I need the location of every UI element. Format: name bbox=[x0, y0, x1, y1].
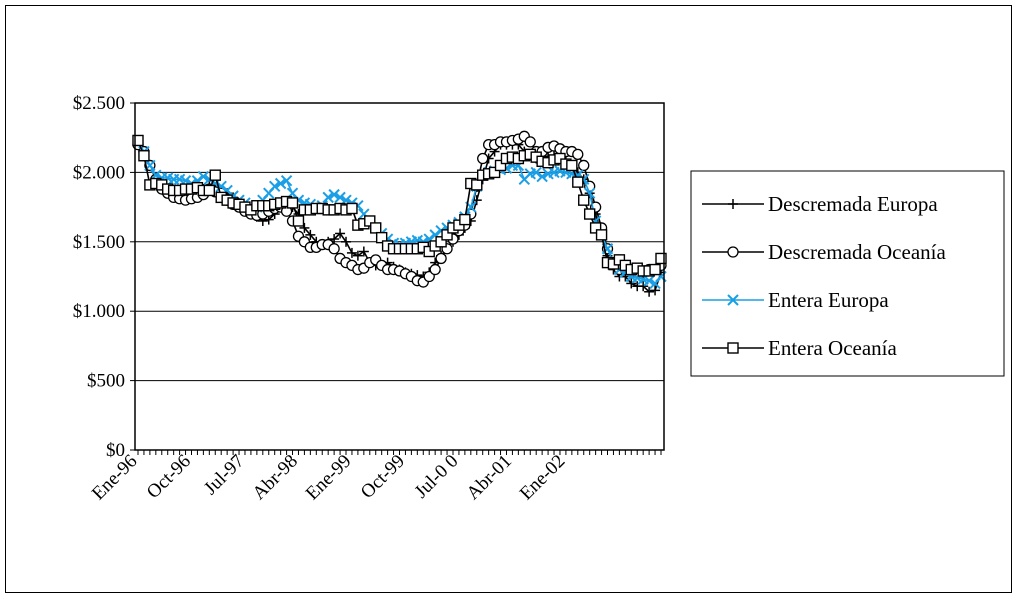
legend-label-descremada-europa: Descremada Europa bbox=[768, 192, 938, 216]
y-tick-label: $1.000 bbox=[73, 301, 125, 322]
series-line bbox=[137, 135, 662, 283]
x-marker bbox=[280, 175, 293, 187]
y-tick-label: $2.500 bbox=[73, 93, 125, 114]
legend-label-entera-europa: Entera Europa bbox=[768, 288, 889, 312]
square-marker bbox=[346, 202, 358, 215]
x-marker bbox=[268, 180, 281, 192]
plus-marker bbox=[346, 247, 357, 258]
plus-marker bbox=[329, 234, 340, 245]
square-marker bbox=[292, 215, 305, 227]
square-marker bbox=[578, 194, 590, 206]
y-tick-label: $2.000 bbox=[73, 162, 125, 183]
x-axis: Ene-96 Oct-96 Jul-97 Abr-98 Ene-99 Oct-99 Jul-… bbox=[88, 450, 662, 505]
x-marker bbox=[274, 177, 287, 190]
x-tick-label: Oct-96 bbox=[143, 451, 195, 503]
x-marker bbox=[643, 274, 655, 287]
plus-marker bbox=[352, 250, 363, 261]
plus-marker bbox=[650, 285, 661, 296]
square-marker bbox=[364, 215, 376, 227]
x-tick-label: Jul-0 0 bbox=[411, 451, 463, 503]
square-marker bbox=[441, 229, 453, 241]
y-tick-label: $500 bbox=[87, 371, 125, 392]
square-marker bbox=[132, 134, 144, 147]
circle-marker bbox=[727, 246, 739, 258]
x-tick-label: Abr-98 bbox=[249, 451, 302, 504]
plus-marker bbox=[335, 228, 346, 239]
square-marker bbox=[583, 208, 596, 220]
circle-marker bbox=[572, 148, 584, 161]
square-marker bbox=[655, 252, 667, 265]
plus-marker bbox=[644, 286, 655, 297]
x-tick-label: Ene-02 bbox=[516, 451, 570, 505]
series-group bbox=[132, 130, 667, 297]
square-marker bbox=[471, 179, 483, 191]
series-entera-oceania bbox=[132, 134, 667, 277]
circle-marker bbox=[328, 243, 340, 255]
y-axis: $0 $500 $1.000 $1.500 $2.000 $2.500 bbox=[73, 93, 135, 461]
plus-marker bbox=[638, 281, 649, 292]
legend: Descremada Europa Descremada Oceanía Ent… bbox=[690, 170, 1005, 377]
y-tick-label: $0 bbox=[106, 440, 125, 461]
circle-marker bbox=[578, 159, 590, 172]
x-marker bbox=[727, 294, 739, 306]
square-marker bbox=[649, 263, 661, 276]
plus-marker bbox=[358, 246, 369, 257]
y-tick-label: $1.500 bbox=[73, 232, 125, 253]
plus-marker bbox=[299, 222, 310, 233]
square-marker bbox=[370, 222, 382, 234]
x-tick-label: Abr-01 bbox=[463, 451, 516, 504]
square-marker bbox=[209, 169, 221, 181]
square-marker bbox=[435, 236, 447, 248]
legend-box bbox=[690, 170, 1005, 377]
plus-marker bbox=[626, 278, 637, 289]
square-marker bbox=[566, 159, 578, 172]
x-marker bbox=[197, 170, 210, 183]
circle-marker-icon bbox=[727, 246, 739, 258]
square-marker bbox=[286, 197, 299, 209]
plus-marker bbox=[728, 199, 738, 209]
square-marker bbox=[203, 184, 216, 197]
x-marker-icon bbox=[727, 294, 739, 306]
square-marker bbox=[494, 159, 507, 172]
square-marker bbox=[589, 222, 602, 234]
square-marker-icon bbox=[727, 342, 739, 354]
plus-marker bbox=[341, 236, 352, 247]
legend-label-entera-oceania: Entera Oceanía bbox=[768, 336, 898, 360]
x-marker bbox=[322, 191, 334, 204]
gridlines bbox=[135, 171, 664, 382]
square-marker bbox=[595, 229, 608, 241]
x-marker bbox=[334, 191, 346, 204]
square-marker bbox=[459, 213, 471, 226]
circle-marker bbox=[477, 152, 489, 165]
plus-marker bbox=[305, 229, 316, 240]
square-marker bbox=[727, 342, 739, 354]
legend-label-descremada-oceania: Descremada Oceanía bbox=[768, 240, 946, 264]
square-marker bbox=[138, 150, 150, 162]
square-marker bbox=[572, 176, 584, 188]
x-marker bbox=[536, 170, 548, 183]
x-tick-label: Ene-99 bbox=[302, 451, 356, 505]
circle-marker bbox=[435, 252, 447, 265]
square-marker bbox=[488, 166, 501, 179]
square-marker bbox=[375, 231, 388, 244]
x-tick-label: Jul-97 bbox=[200, 451, 248, 499]
circle-marker bbox=[524, 136, 536, 148]
circle-marker bbox=[429, 263, 441, 276]
plus-marker-icon bbox=[728, 199, 738, 209]
x-tick-label: Oct-99 bbox=[357, 451, 409, 503]
x-marker bbox=[328, 188, 340, 201]
x-marker bbox=[530, 166, 542, 179]
